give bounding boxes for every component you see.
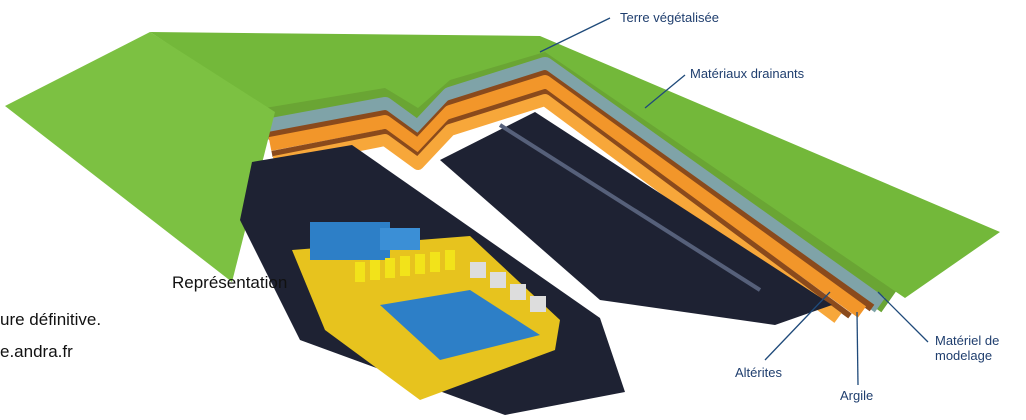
highlight <box>498 123 762 292</box>
caption: ure définitive. <box>0 310 101 329</box>
label: Matériel de <box>935 333 999 348</box>
leader <box>539 17 611 53</box>
caption: e.andra.fr <box>0 342 73 361</box>
left-flap <box>5 32 275 282</box>
label: Altérites <box>735 365 782 380</box>
layers <box>259 43 899 323</box>
leader <box>877 291 929 343</box>
leader <box>644 74 686 109</box>
label: Terre végétalisée <box>620 10 719 25</box>
leader <box>764 291 831 361</box>
caption: Représentation <box>172 273 287 292</box>
top-surface <box>150 32 1000 298</box>
label: modelage <box>935 348 992 363</box>
packages <box>310 222 546 360</box>
leader <box>856 311 859 386</box>
label: Matériaux drainants <box>690 66 805 81</box>
label: Argile <box>840 388 873 403</box>
